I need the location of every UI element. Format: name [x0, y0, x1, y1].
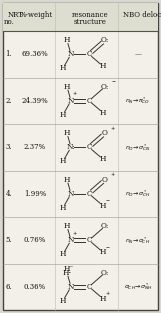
Text: 5.: 5.	[6, 236, 12, 244]
Text: no.: no.	[4, 18, 14, 26]
Text: O:: O:	[101, 222, 109, 230]
Text: H: H	[60, 250, 66, 258]
Text: +: +	[73, 231, 77, 236]
Text: −: −	[106, 245, 110, 250]
Text: +: +	[106, 291, 110, 296]
Text: O:: O:	[101, 36, 109, 44]
Text: H: H	[60, 157, 66, 165]
Text: +: +	[111, 126, 115, 131]
Text: H: H	[60, 204, 66, 212]
Text: H: H	[64, 36, 70, 44]
Text: resonance: resonance	[72, 11, 108, 19]
Text: −: −	[112, 79, 116, 84]
Text: O:: O:	[101, 269, 109, 277]
Text: 2.37%: 2.37%	[24, 143, 46, 151]
Text: 6.: 6.	[6, 283, 12, 291]
Text: +: +	[73, 91, 77, 96]
Text: C: C	[86, 190, 92, 198]
Text: N: N	[68, 50, 74, 58]
Text: H: H	[100, 202, 106, 210]
Text: 2.: 2.	[6, 97, 12, 105]
Text: −: −	[106, 198, 110, 203]
Text: H⁻: H⁻	[64, 265, 74, 273]
Text: +: +	[111, 172, 115, 177]
Text: H: H	[60, 297, 66, 305]
Text: N:: N:	[67, 143, 75, 151]
Text: 3.: 3.	[6, 143, 12, 151]
Text: H: H	[60, 64, 66, 72]
Text: structure: structure	[74, 18, 106, 26]
Text: H: H	[64, 176, 70, 184]
Text: H: H	[100, 155, 106, 163]
Text: 24.39%: 24.39%	[22, 97, 48, 105]
Text: H: H	[100, 109, 106, 117]
Text: C: C	[86, 236, 92, 244]
Text: C: C	[86, 97, 92, 105]
Text: H: H	[64, 129, 70, 137]
Text: 0.76%: 0.76%	[24, 236, 46, 244]
Text: C: C	[86, 143, 92, 151]
Text: O: O	[102, 129, 108, 137]
Text: C: C	[86, 283, 92, 291]
Text: 0.36%: 0.36%	[24, 283, 46, 291]
Text: H: H	[64, 83, 70, 91]
Text: 1.: 1.	[6, 50, 12, 58]
Text: H-: H-	[62, 269, 71, 277]
Text: 4.: 4.	[6, 190, 12, 198]
Bar	[3, 3, 158, 31]
Text: O:: O:	[101, 83, 109, 91]
Text: NBO deloc.: NBO deloc.	[123, 11, 161, 19]
Text: $n_N \!\to\! \pi^*_{CO}$: $n_N \!\to\! \pi^*_{CO}$	[125, 95, 151, 106]
Text: $n_O \!\to\! \sigma^*_{CN}$: $n_O \!\to\! \sigma^*_{CN}$	[125, 142, 151, 153]
Text: N: N	[68, 190, 74, 198]
Text: H: H	[100, 62, 106, 70]
Text: 69.36%: 69.36%	[22, 50, 48, 58]
Text: N: N	[68, 97, 74, 105]
Text: 1.99%: 1.99%	[24, 190, 46, 198]
Text: H: H	[100, 248, 106, 256]
Text: H: H	[60, 111, 66, 119]
Text: N: N	[68, 283, 74, 291]
Text: $\sigma_{CH} \!\to\! \sigma^*_{NH}$: $\sigma_{CH} \!\to\! \sigma^*_{NH}$	[124, 281, 152, 292]
Text: H: H	[64, 222, 70, 230]
Text: O: O	[102, 176, 108, 184]
Text: %-weight: %-weight	[19, 11, 52, 19]
Text: H: H	[100, 295, 106, 303]
Text: —: —	[134, 50, 142, 58]
Text: $n_O \!\to\! \sigma^*_{CH}$: $n_O \!\to\! \sigma^*_{CH}$	[125, 188, 151, 199]
Text: N: N	[68, 236, 74, 244]
Text: NRT: NRT	[8, 11, 24, 19]
Text: $n_N \!\to\! \sigma^*_{CH}$: $n_N \!\to\! \sigma^*_{CH}$	[125, 235, 151, 246]
Text: C: C	[86, 50, 92, 58]
